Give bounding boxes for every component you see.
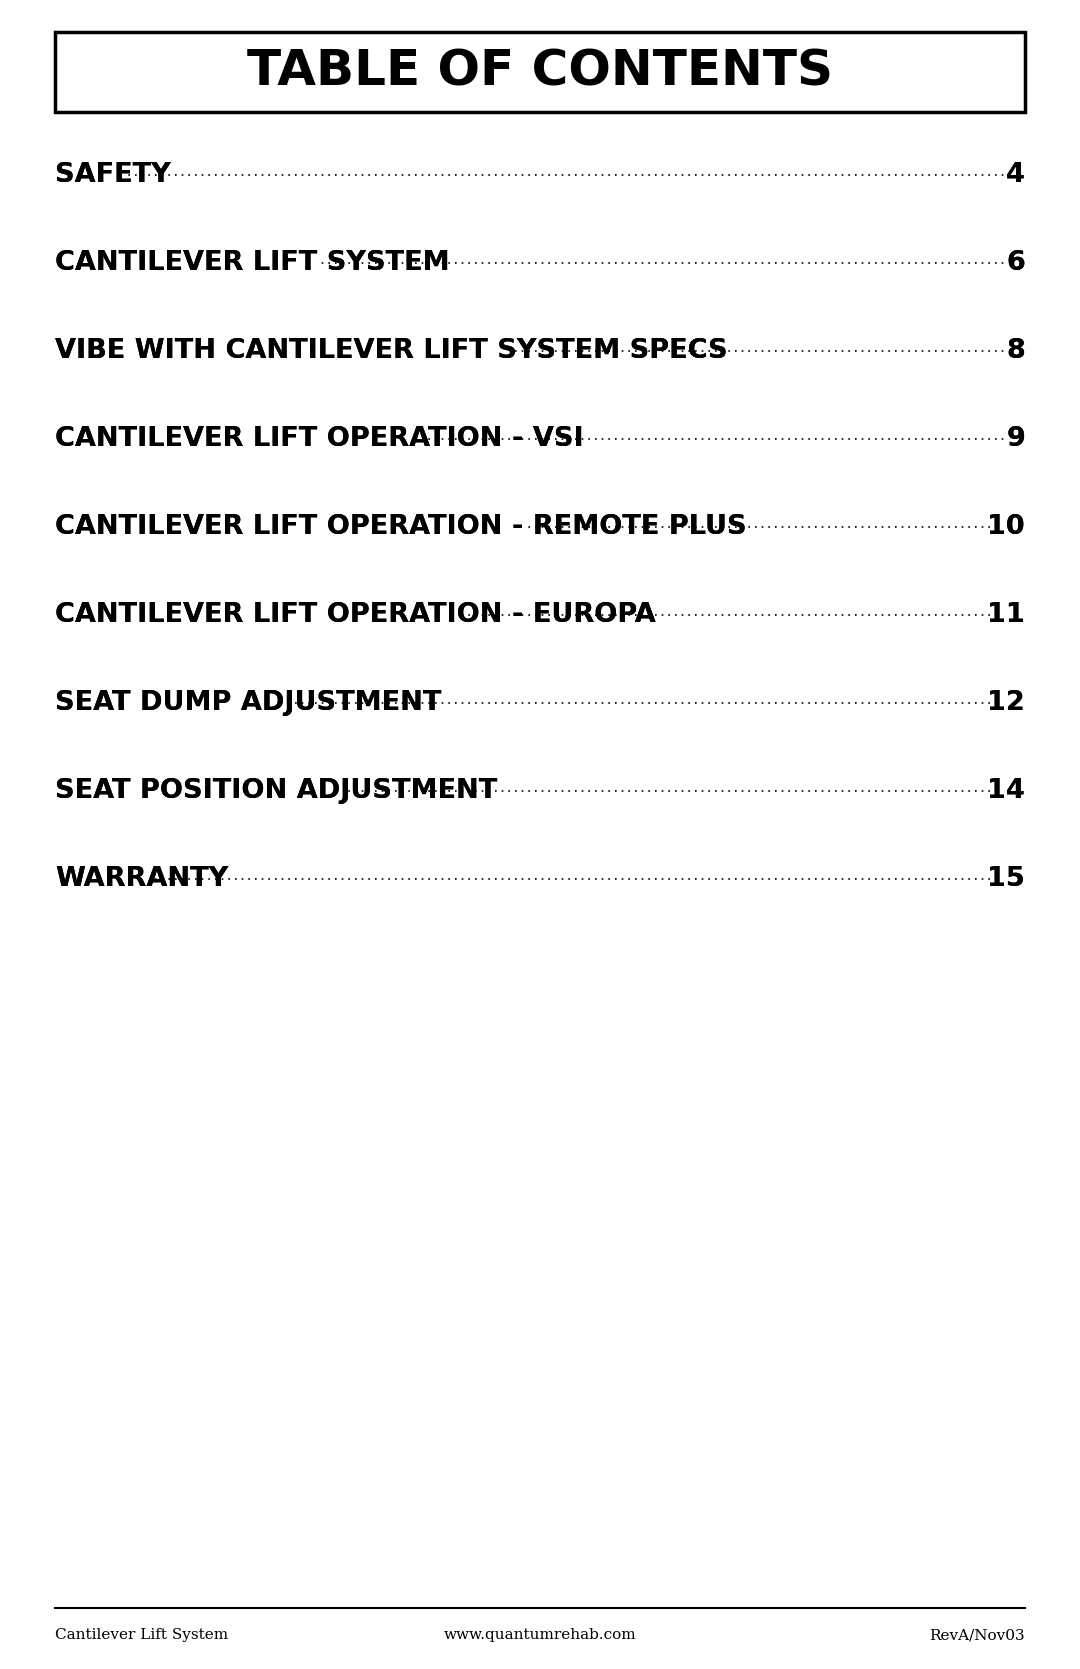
Bar <box>990 604 1030 626</box>
Bar <box>53 604 464 626</box>
Text: 4: 4 <box>1007 162 1025 189</box>
Text: CANTILEVER LIFT OPERATION - REMOTE PLUS: CANTILEVER LIFT OPERATION - REMOTE PLUS <box>55 514 746 541</box>
Bar <box>1005 340 1030 362</box>
Text: SAFETY: SAFETY <box>55 162 171 189</box>
Text: 11: 11 <box>987 603 1025 628</box>
Bar <box>53 868 150 890</box>
Text: SEAT DUMP ADJUSTMENT: SEAT DUMP ADJUSTMENT <box>55 689 442 716</box>
Text: 6: 6 <box>1007 250 1025 275</box>
Text: VIBE WITH CANTILEVER LIFT SYSTEM SPECS: VIBE WITH CANTILEVER LIFT SYSTEM SPECS <box>55 339 728 364</box>
Text: TABLE OF CONTENTS: TABLE OF CONTENTS <box>247 48 833 97</box>
Bar <box>55 32 1025 112</box>
Text: 8: 8 <box>1007 339 1025 364</box>
Text: 9: 9 <box>1007 426 1025 452</box>
Bar <box>990 516 1030 537</box>
Text: CANTILEVER LIFT SYSTEM: CANTILEVER LIFT SYSTEM <box>55 250 449 275</box>
Bar <box>53 164 125 185</box>
Bar <box>53 781 343 801</box>
Text: Cantilever Lift System: Cantilever Lift System <box>55 1627 228 1642</box>
Bar <box>53 340 512 362</box>
Text: 11: 11 <box>987 603 1025 628</box>
Bar <box>1005 164 1030 185</box>
Text: 8: 8 <box>1007 339 1025 364</box>
Bar <box>1005 252 1030 274</box>
Text: 12: 12 <box>987 689 1025 716</box>
Text: CANTILEVER LIFT SYSTEM: CANTILEVER LIFT SYSTEM <box>55 250 449 275</box>
Text: 9: 9 <box>1007 426 1025 452</box>
Text: CANTILEVER LIFT OPERATION - EUROPA: CANTILEVER LIFT OPERATION - EUROPA <box>55 603 656 628</box>
Bar <box>1005 429 1030 449</box>
Text: SEAT DUMP ADJUSTMENT: SEAT DUMP ADJUSTMENT <box>55 689 442 716</box>
Text: 14: 14 <box>987 778 1025 804</box>
Bar <box>990 781 1030 801</box>
Text: RevA/Nov03: RevA/Nov03 <box>930 1627 1025 1642</box>
Bar <box>990 693 1030 714</box>
Bar <box>53 252 319 274</box>
Text: 4: 4 <box>1007 162 1025 189</box>
Text: CANTILEVER LIFT OPERATION - VSI: CANTILEVER LIFT OPERATION - VSI <box>55 426 583 452</box>
Text: WARRANTY: WARRANTY <box>55 866 228 891</box>
Text: 15: 15 <box>987 866 1025 891</box>
Text: WARRANTY: WARRANTY <box>55 866 228 891</box>
Text: CANTILEVER LIFT OPERATION - VSI: CANTILEVER LIFT OPERATION - VSI <box>55 426 583 452</box>
Text: CANTILEVER LIFT OPERATION - REMOTE PLUS: CANTILEVER LIFT OPERATION - REMOTE PLUS <box>55 514 746 541</box>
Text: SEAT POSITION ADJUSTMENT: SEAT POSITION ADJUSTMENT <box>55 778 497 804</box>
Bar <box>53 693 295 714</box>
Bar <box>53 516 525 537</box>
Text: www.quantumrehab.com: www.quantumrehab.com <box>444 1627 636 1642</box>
Text: VIBE WITH CANTILEVER LIFT SYSTEM SPECS: VIBE WITH CANTILEVER LIFT SYSTEM SPECS <box>55 339 728 364</box>
Bar <box>53 429 428 449</box>
Text: 12: 12 <box>987 689 1025 716</box>
Text: SAFETY: SAFETY <box>55 162 171 189</box>
Text: 15: 15 <box>987 866 1025 891</box>
Text: CANTILEVER LIFT OPERATION - EUROPA: CANTILEVER LIFT OPERATION - EUROPA <box>55 603 656 628</box>
Text: 10: 10 <box>987 514 1025 541</box>
Text: 10: 10 <box>987 514 1025 541</box>
Text: 6: 6 <box>1007 250 1025 275</box>
Bar <box>990 868 1030 890</box>
Text: SEAT POSITION ADJUSTMENT: SEAT POSITION ADJUSTMENT <box>55 778 497 804</box>
Text: 14: 14 <box>987 778 1025 804</box>
